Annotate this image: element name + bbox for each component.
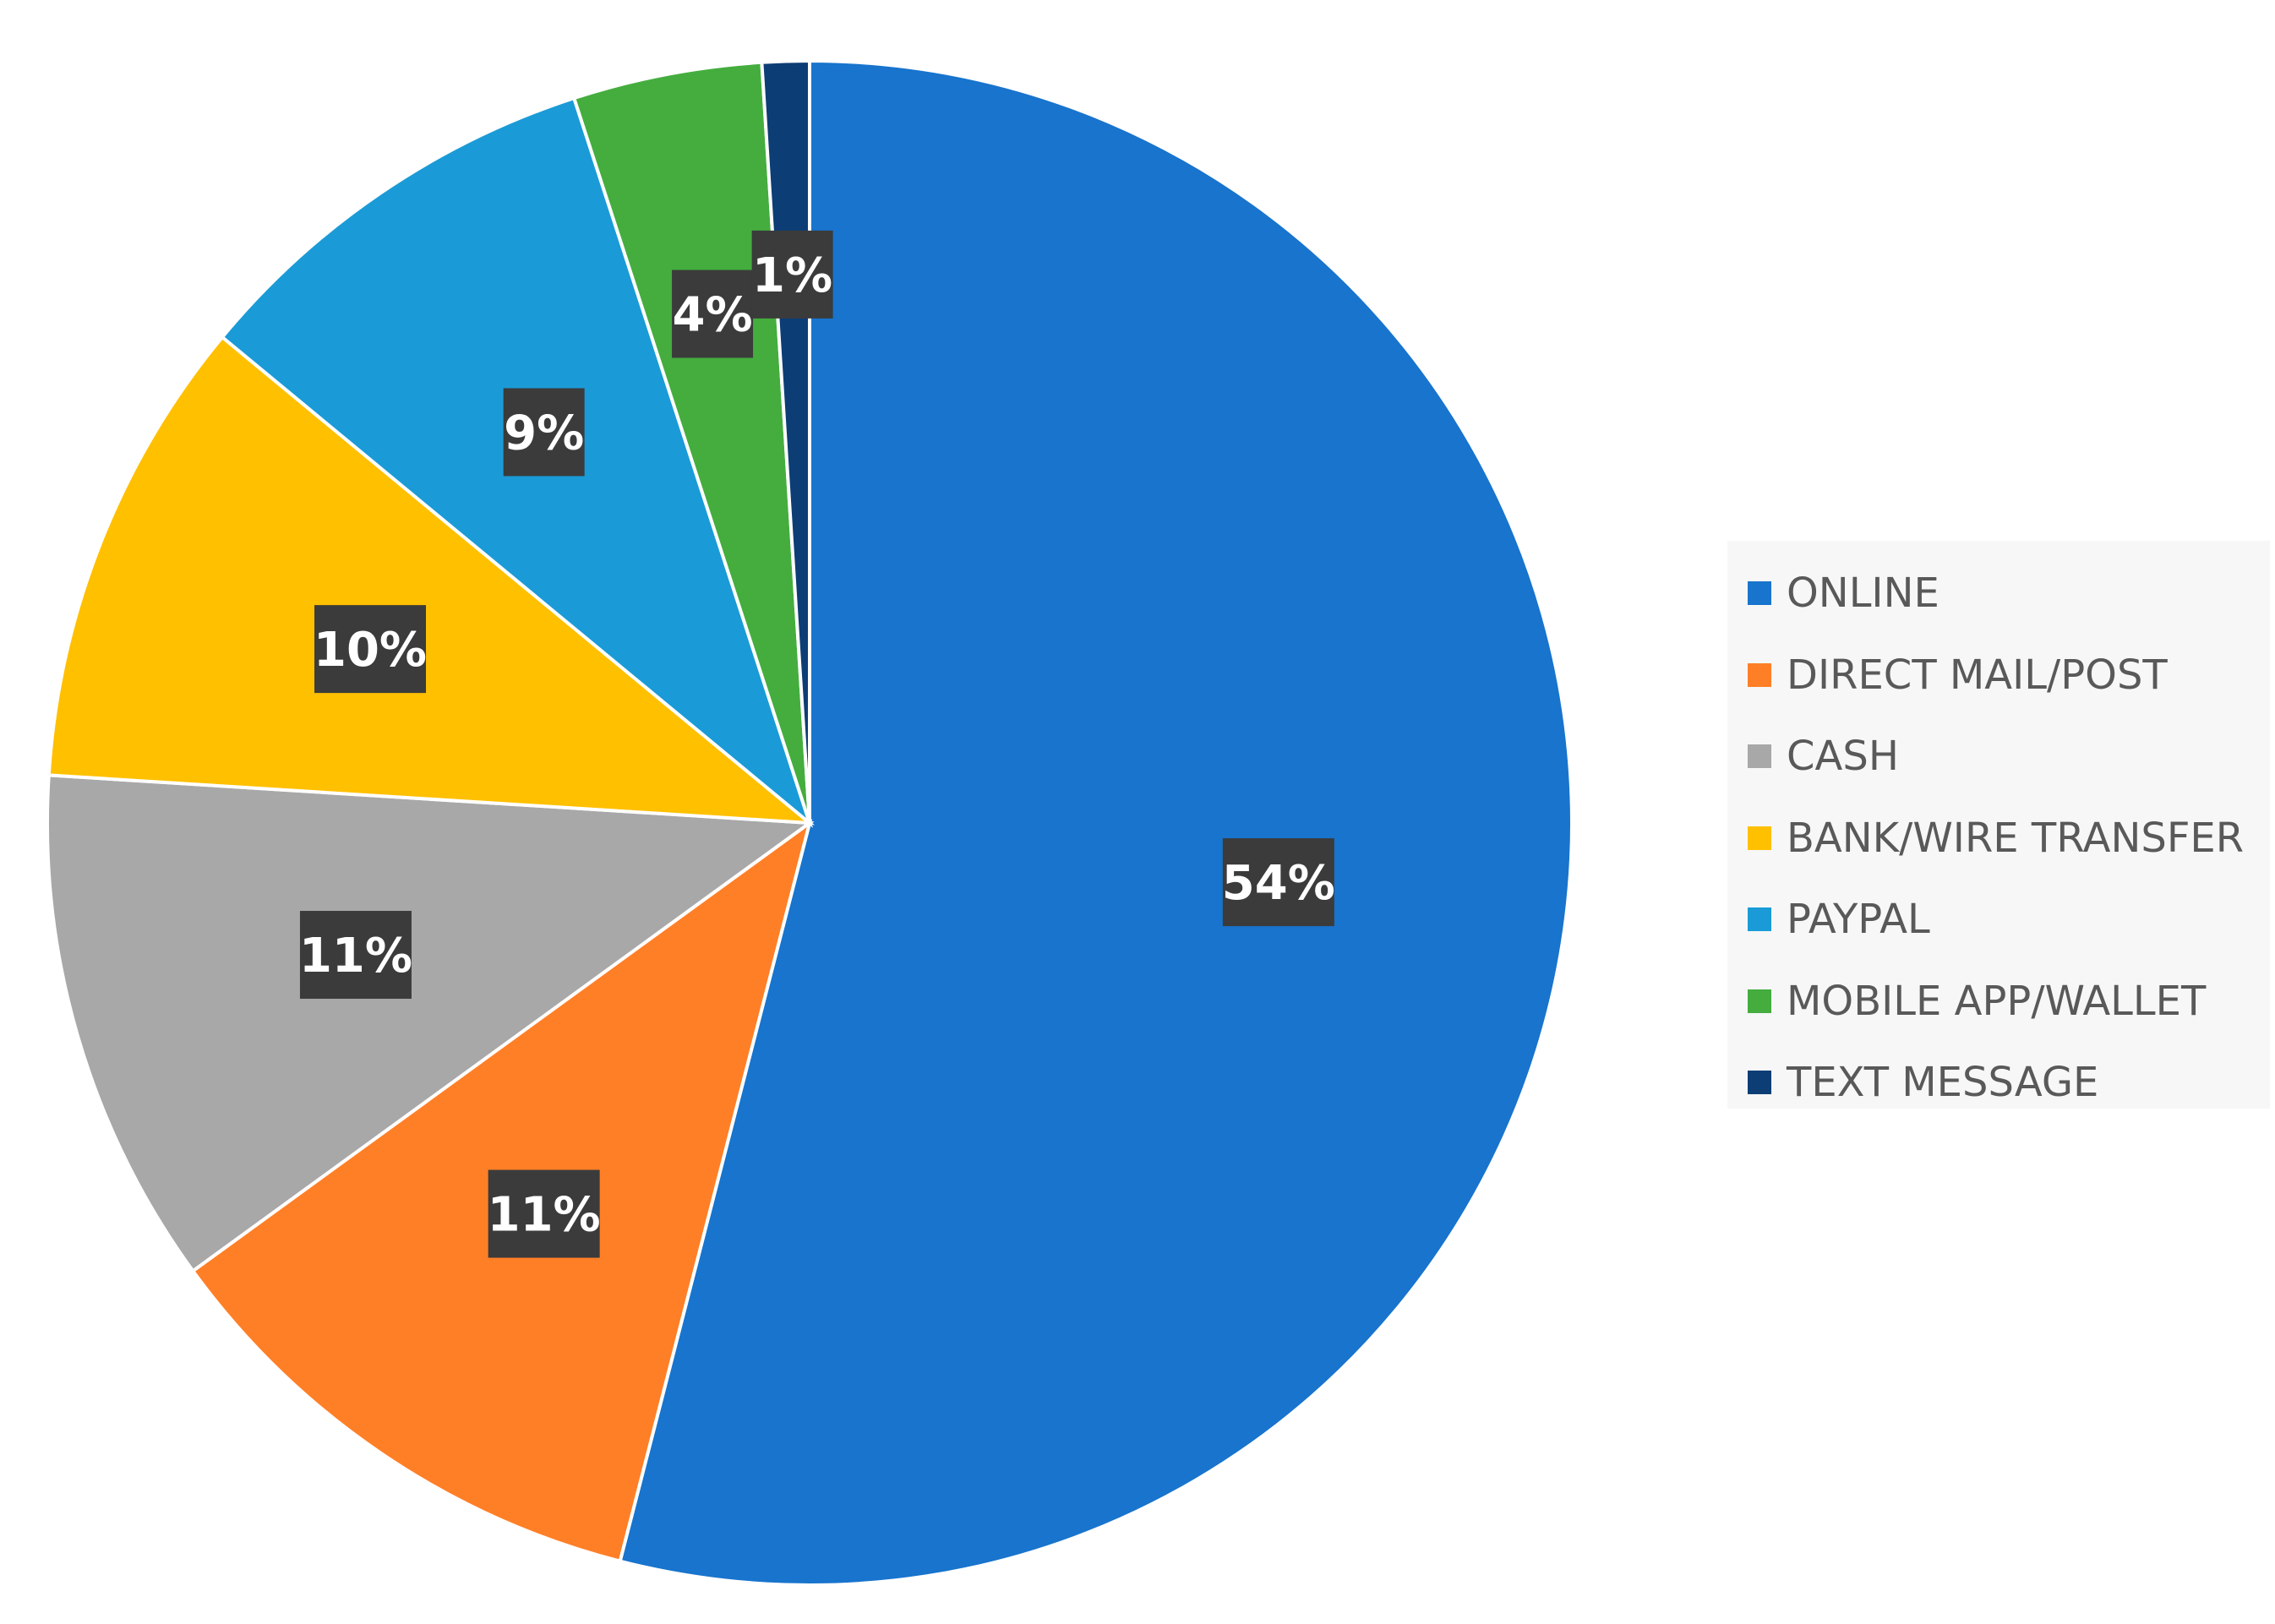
legend-label: MOBILE APP/WALLET bbox=[1787, 977, 2207, 1025]
legend-label: CASH bbox=[1787, 733, 1899, 781]
pie-slice-online bbox=[618, 58, 1574, 1587]
data-label-box bbox=[751, 230, 833, 319]
legend-label: PAYPAL bbox=[1787, 896, 1930, 944]
legend-swatch bbox=[1748, 826, 1771, 850]
data-label-box bbox=[503, 388, 585, 477]
data-label-bank-wire-transfer: 10% bbox=[314, 605, 427, 694]
data-label-text: 11% bbox=[299, 929, 412, 984]
legend: ONLINE DIRECT MAIL/POST CASH BANK/WIRE TRAN… bbox=[1727, 541, 2270, 1109]
legend-item-cash: CASH bbox=[1748, 716, 2270, 798]
data-label-text: 10% bbox=[314, 623, 427, 678]
legend-item-online: ONLINE bbox=[1748, 553, 2270, 635]
legend-label: ONLINE bbox=[1787, 569, 1939, 618]
data-label-direct-mail-post: 11% bbox=[488, 1169, 601, 1258]
legend-swatch bbox=[1748, 662, 1771, 687]
data-label-text-message: 1% bbox=[751, 230, 833, 319]
pie-slice-cash bbox=[46, 773, 815, 1273]
data-label-text: 11% bbox=[488, 1188, 601, 1243]
data-label-box bbox=[488, 1169, 600, 1258]
legend-swatch bbox=[1748, 581, 1771, 606]
data-label-box bbox=[1222, 838, 1334, 927]
legend-swatch bbox=[1748, 744, 1771, 769]
pie-slice-mobile-app-wallet bbox=[571, 60, 811, 824]
legend-swatch bbox=[1748, 989, 1771, 1013]
data-label-box bbox=[314, 605, 427, 694]
legend-label: BANK/WIRE TRANSFER bbox=[1787, 814, 2245, 862]
legend-item-paypal: PAYPAL bbox=[1748, 879, 2270, 961]
data-label-cash: 11% bbox=[299, 911, 412, 1000]
legend-item-bank-wire-transfer: BANK/WIRE TRANSFER bbox=[1748, 798, 2270, 880]
data-label-text: 1% bbox=[752, 248, 832, 303]
data-label-paypal: 9% bbox=[503, 388, 585, 477]
data-label-online: 54% bbox=[1222, 838, 1335, 927]
legend-item-text-message: TEXT MESSAGE bbox=[1748, 1042, 2270, 1124]
legend-label: TEXT MESSAGE bbox=[1787, 1059, 2099, 1107]
data-label-text: 9% bbox=[504, 406, 584, 460]
data-label-box bbox=[672, 270, 754, 358]
legend-swatch bbox=[1748, 1071, 1771, 1095]
legend-swatch bbox=[1748, 907, 1771, 932]
pie-slice-bank-wire-transfer bbox=[46, 335, 816, 826]
legend-item-mobile-app-wallet: MOBILE APP/WALLET bbox=[1748, 961, 2270, 1043]
legend-label: DIRECT MAIL/POST bbox=[1787, 651, 2168, 699]
legend-item-direct-mail-post: DIRECT MAIL/POST bbox=[1748, 635, 2270, 717]
data-label-text: 54% bbox=[1222, 856, 1335, 911]
data-label-box bbox=[299, 911, 412, 1000]
data-label-text: 4% bbox=[673, 288, 753, 343]
pie-data-labels: 54% 11% 11% 10% 9% 4%1% bbox=[299, 230, 1335, 1258]
data-label-mobile-app-wallet: 4% bbox=[672, 270, 754, 358]
